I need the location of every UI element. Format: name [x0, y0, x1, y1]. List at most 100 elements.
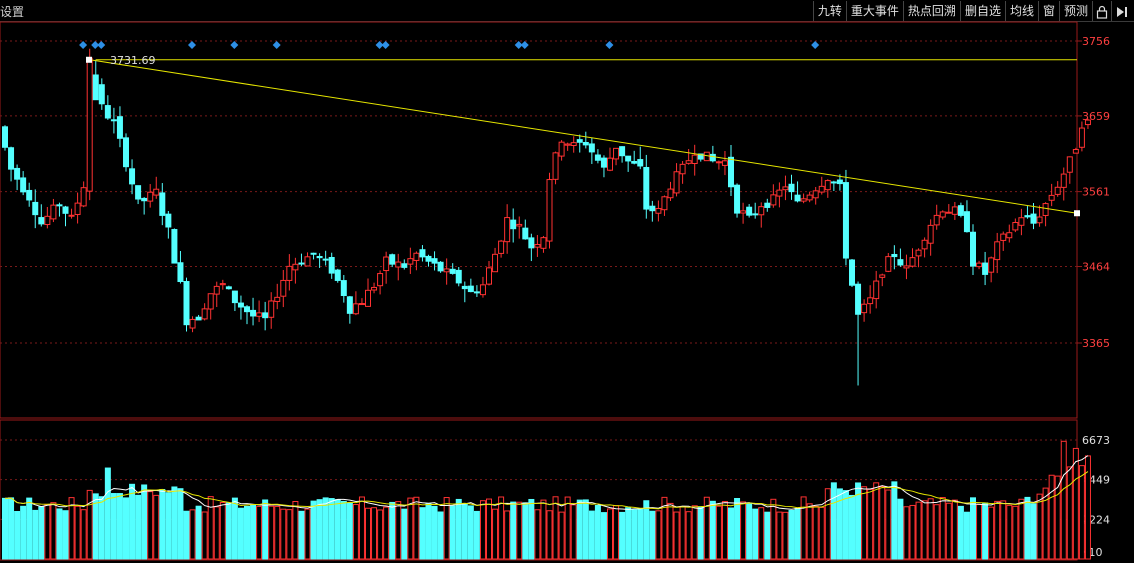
volume-bar [655, 510, 662, 560]
volume-bar [564, 496, 571, 560]
play-next-icon[interactable] [1111, 1, 1132, 21]
volume-bar [625, 507, 632, 560]
candle-body [546, 179, 553, 242]
candle-body [873, 280, 880, 300]
remove-watchlist-button[interactable]: 删自选 [959, 1, 1005, 21]
nine-turn-button[interactable]: 九转 [812, 1, 846, 21]
window-button[interactable]: 窗 [1037, 1, 1059, 21]
volume-bar [836, 488, 843, 560]
volume-bar [637, 508, 644, 560]
forecast-button[interactable]: 预测 [1058, 1, 1092, 21]
candle-body [147, 191, 154, 202]
candle-body [594, 154, 601, 161]
volume-bar [685, 511, 692, 560]
candle-body [564, 143, 571, 146]
volume-bar [1000, 500, 1007, 560]
volume-bar [20, 505, 27, 560]
volume-bar [1018, 498, 1025, 560]
candle-body [830, 181, 837, 184]
candle-body [933, 214, 940, 226]
candle-body [903, 265, 910, 269]
candle-body [994, 241, 1001, 261]
candle-body [328, 256, 335, 274]
candle-body [80, 187, 87, 207]
volume-bar [328, 498, 335, 560]
volume-bar [504, 510, 511, 560]
candle-body [377, 273, 384, 287]
volume-bar [492, 508, 499, 560]
volume-bar [522, 502, 529, 560]
candle-body [8, 147, 15, 170]
volume-bar [244, 505, 250, 560]
volume-bar [80, 509, 87, 560]
volume-bar [951, 499, 958, 560]
volume-bar [661, 496, 668, 560]
volume-bar [201, 511, 208, 560]
lock-icon[interactable] [1092, 1, 1111, 21]
volume-bar [812, 505, 819, 560]
volume-bar [927, 498, 934, 560]
candle-body [885, 256, 892, 272]
volume-bar [728, 507, 734, 560]
volume-bar [352, 504, 359, 560]
volume-bar [407, 497, 414, 560]
volume-bar [50, 502, 57, 560]
volume-bar [806, 503, 813, 560]
candle-body [292, 263, 299, 271]
candle-body [401, 263, 408, 268]
candle-body [715, 161, 722, 164]
candle-body [976, 262, 983, 268]
candle-body [461, 285, 468, 290]
candle-body [153, 188, 160, 196]
candle-body [244, 306, 250, 313]
volume-bar [74, 505, 81, 560]
candle-body [449, 268, 456, 274]
candle-body [322, 258, 329, 261]
candle-body [171, 229, 178, 264]
candle-body [56, 204, 63, 207]
moving-average-button[interactable]: 均线 [1004, 1, 1038, 21]
candle-body [365, 289, 371, 307]
volume-moving-average [4, 471, 1089, 510]
hotspot-review-button[interactable]: 热点回溯 [902, 1, 960, 21]
candle-body [576, 139, 583, 143]
candle-body [419, 249, 426, 258]
candle-body [600, 157, 607, 168]
candle-body [661, 196, 668, 211]
candle-body [189, 318, 196, 329]
volume-bar [44, 504, 51, 560]
event-marker-icon [79, 41, 88, 49]
candle-body [619, 146, 626, 157]
major-events-button[interactable]: 重大事件 [845, 1, 903, 21]
candle-body [649, 205, 656, 212]
volume-bar [867, 488, 874, 560]
candle-body [842, 182, 849, 259]
candle-body [437, 261, 444, 272]
event-marker-icon [97, 41, 106, 49]
candle-body [528, 237, 535, 249]
candle-body [770, 194, 777, 206]
candle-body [237, 302, 244, 308]
candle-body [1036, 216, 1043, 224]
volume-bar [915, 501, 922, 560]
volume-bar [431, 505, 438, 560]
volume-bar [1078, 465, 1085, 560]
volume-bar [195, 505, 202, 560]
candle-body [673, 171, 680, 194]
volume-bar [171, 486, 178, 560]
volume-bar [116, 493, 123, 560]
volume-bar [945, 502, 952, 560]
volume-bar [1042, 487, 1049, 560]
candle-body [685, 160, 692, 164]
volume-bar [1012, 505, 1019, 560]
volume-bar [56, 508, 63, 560]
candle-body [1060, 173, 1067, 188]
volume-bar [734, 498, 741, 560]
settings-button[interactable]: 设置 [0, 5, 25, 19]
volume-bar [92, 493, 99, 560]
volume-bar [268, 505, 275, 560]
volume-bar [516, 501, 523, 560]
candle-body [1006, 232, 1013, 239]
candle-body [141, 197, 148, 202]
